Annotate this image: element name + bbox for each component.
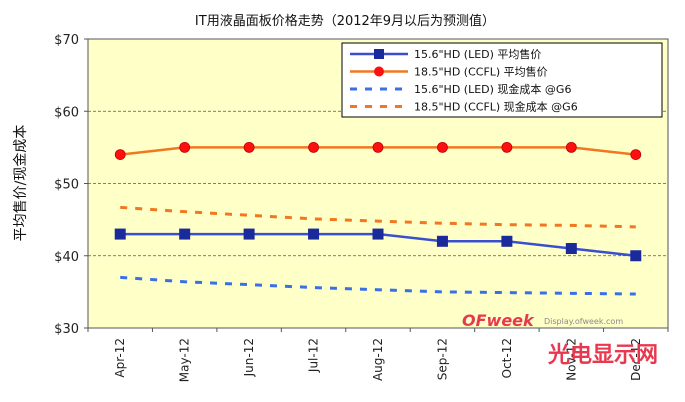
watermark-brand: 光电显示网 xyxy=(547,343,658,368)
legend-label: 15.6"HD (LED) 现金成本 @G6 xyxy=(414,82,571,96)
data-point-square xyxy=(501,235,513,247)
data-point-square xyxy=(372,228,384,240)
y-tick-label: $60 xyxy=(54,105,79,120)
legend-label: 18.5"HD (CCFL) 平均售价 xyxy=(414,65,548,79)
y-tick-label: $30 xyxy=(54,322,79,337)
data-point-square xyxy=(243,228,255,240)
series-layer xyxy=(114,141,642,296)
data-point-circle xyxy=(308,141,319,153)
data-point-square xyxy=(630,250,642,262)
y-tick-layer: $30 $40 $50 $60 $70 xyxy=(54,33,88,337)
plot-frame xyxy=(87,38,669,329)
series-1 xyxy=(114,228,642,262)
data-point-square xyxy=(114,228,126,240)
x-tick-label: Apr-12 xyxy=(113,338,127,378)
y-tick-label: $70 xyxy=(54,33,79,48)
x-tick-label: Dec-12 xyxy=(629,338,643,381)
watermark-logo: OFweek xyxy=(462,311,535,330)
data-point-square xyxy=(308,228,320,240)
y-axis-label: 平均售价/现金成本 xyxy=(13,125,29,242)
x-tick-label: Jun-12 xyxy=(242,338,256,377)
x-tick-label: Aug-12 xyxy=(371,338,385,381)
data-point-circle xyxy=(501,141,513,153)
data-point-circle xyxy=(630,149,642,161)
data-point-circle xyxy=(565,141,577,153)
data-point-circle xyxy=(372,141,384,153)
watermark: OFweek Display.ofweek.com 光电显示网 xyxy=(462,311,658,368)
legend: 15.6"HD (LED) 平均售价 18.5"HD (CCFL) 平均售价 15.… xyxy=(341,42,663,118)
series-4 xyxy=(120,205,636,229)
x-tick-label: Oct-12 xyxy=(500,338,514,378)
series-line xyxy=(120,275,636,296)
chart-title: IT用液晶面板价格走势（2012年9月以后为预测值） xyxy=(195,13,495,29)
x-tick-layer: Apr-12 May-12 Jun-12 Jul-12 Aug-12 Sep-12 Oct-… xyxy=(87,328,669,382)
data-point-circle xyxy=(243,141,255,153)
legend-box xyxy=(341,42,663,118)
x-tick-label: Sep-12 xyxy=(435,338,449,380)
x-tick-label: May-12 xyxy=(178,338,192,382)
watermark-site: Display.ofweek.com xyxy=(544,317,623,326)
y-tick-label: $40 xyxy=(54,250,79,265)
data-point-square xyxy=(565,243,577,255)
x-tick-label: Jul-12 xyxy=(307,338,321,373)
legend-label: 18.5"HD (CCFL) 现金成本 @G6 xyxy=(414,100,578,114)
y-tick-label: $50 xyxy=(54,178,79,193)
legend-label: 15.6"HD (LED) 平均售价 xyxy=(414,47,541,61)
series-3 xyxy=(120,275,636,296)
legend-marker-square xyxy=(374,49,384,59)
data-point-circle xyxy=(114,149,126,161)
x-tick-label: Nov-12 xyxy=(564,338,578,381)
legend-marker-circle xyxy=(374,66,384,77)
data-point-circle xyxy=(437,141,448,153)
data-point-circle xyxy=(179,141,191,153)
data-point-square xyxy=(179,228,191,240)
data-point-square xyxy=(436,235,448,247)
series-2 xyxy=(114,141,642,161)
series-line xyxy=(120,205,636,229)
